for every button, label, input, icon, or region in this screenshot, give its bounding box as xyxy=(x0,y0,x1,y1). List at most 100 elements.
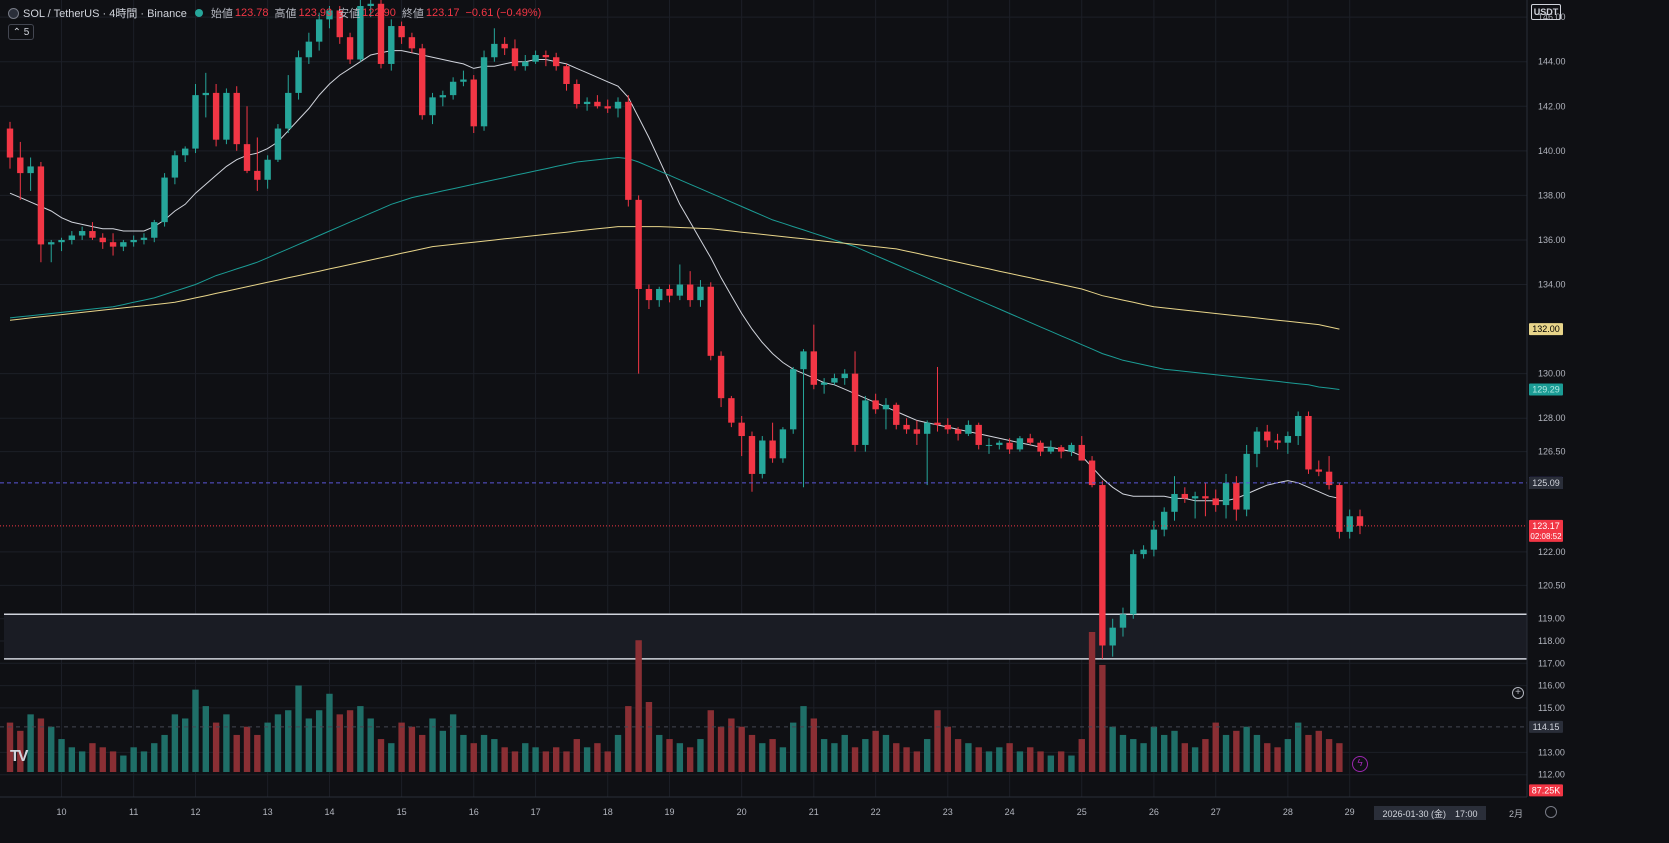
price-badge-bg xyxy=(1529,784,1563,797)
candle-body xyxy=(975,424,982,445)
volume-bar xyxy=(48,726,55,772)
symbol-title[interactable]: SOL / TetherUS · 4時間 · Binance xyxy=(23,8,187,20)
candle-body xyxy=(109,242,117,247)
volume-bar xyxy=(1243,726,1250,772)
price-badge-label: 125.09 xyxy=(1532,478,1560,488)
close-label: 終値 xyxy=(401,8,424,20)
volume-bar xyxy=(625,706,632,772)
volume-bar xyxy=(645,702,653,772)
candle-down xyxy=(336,6,343,44)
candle-body xyxy=(563,66,570,84)
lightning-icon[interactable]: ϟ xyxy=(1352,756,1368,772)
ma-short-line xyxy=(9,50,1340,502)
candle-up xyxy=(1068,442,1075,457)
candle-up xyxy=(583,97,591,111)
volume-bar xyxy=(1099,664,1106,772)
candle-down xyxy=(1078,436,1085,461)
volume-bar xyxy=(738,726,745,772)
candle-up xyxy=(1284,431,1292,454)
ma-mid-line xyxy=(9,156,1340,390)
candle-body xyxy=(1233,482,1240,510)
candle-body xyxy=(1057,447,1065,452)
volume-bar xyxy=(161,734,168,772)
time-tick-label: 27 xyxy=(1211,807,1221,817)
collapse-indicators-button[interactable]: ⌃ 5 xyxy=(8,24,34,40)
candle-body xyxy=(264,159,271,180)
time-tick-label: 24 xyxy=(1005,807,1015,817)
volume-bar xyxy=(790,722,797,772)
candle-up xyxy=(274,124,282,162)
plus-icon[interactable]: + xyxy=(1512,687,1524,699)
candle-body xyxy=(1212,498,1219,506)
candle-body xyxy=(759,440,766,474)
volume-bar xyxy=(99,747,106,772)
volume-bar xyxy=(707,710,714,772)
candle-body xyxy=(1274,440,1281,443)
candle-body xyxy=(388,26,395,64)
time-tick-label: 19 xyxy=(665,807,675,817)
candle-body xyxy=(1027,438,1034,443)
candle-body xyxy=(161,177,168,223)
candle-body xyxy=(913,429,921,434)
candle-body xyxy=(862,400,869,445)
candle-up xyxy=(965,420,972,437)
candle-body xyxy=(419,48,426,116)
candle-body xyxy=(893,404,900,425)
volume-bar xyxy=(1057,751,1065,772)
candle-body xyxy=(965,424,972,434)
candle-body xyxy=(1243,453,1250,510)
candle-body xyxy=(1202,496,1209,499)
candle-down xyxy=(109,233,117,256)
volume-bar xyxy=(934,710,941,772)
price-tick-label: 117.00 xyxy=(1538,658,1565,668)
candle-body xyxy=(243,144,251,171)
volume-bar xyxy=(573,739,580,772)
candle-down xyxy=(738,415,745,457)
tradingview-logo[interactable]: TV xyxy=(10,748,28,765)
currency-button[interactable]: USDT xyxy=(1531,4,1561,20)
candle-up xyxy=(202,72,209,118)
volume-bar xyxy=(635,640,642,772)
volume-bar xyxy=(295,685,302,772)
price-badge-bg xyxy=(1529,383,1563,396)
candle-up xyxy=(923,420,931,486)
candle-down xyxy=(511,39,519,71)
candle-body xyxy=(336,10,343,38)
candle-body xyxy=(604,106,611,109)
candle-body xyxy=(1047,447,1055,452)
gear-icon[interactable] xyxy=(1545,806,1557,818)
candle-body xyxy=(1181,493,1189,499)
candle-body xyxy=(738,422,745,437)
time-tick-label: 25 xyxy=(1077,807,1087,817)
time-tick-label: 12 xyxy=(190,807,200,817)
candle-down xyxy=(99,233,106,249)
volume-bar xyxy=(480,734,488,772)
candle-body xyxy=(1068,444,1075,452)
volume-bar xyxy=(254,734,261,772)
candle-up xyxy=(1243,444,1250,517)
change-value: −0.61 (−0.49%) xyxy=(465,7,542,19)
price-tick-label: 119.00 xyxy=(1538,614,1565,624)
price-badge: 87.25K xyxy=(1529,784,1563,797)
candle-body xyxy=(800,351,807,370)
candle-body xyxy=(872,400,879,410)
volume-bar xyxy=(975,747,982,772)
volume-bar xyxy=(326,693,333,772)
candle-down xyxy=(37,161,45,263)
price-badge-bg xyxy=(1529,477,1563,490)
candle-body xyxy=(346,37,354,60)
candle-up xyxy=(491,28,498,62)
candle-down xyxy=(398,21,405,44)
volume-bar xyxy=(748,734,756,772)
volume-bar xyxy=(37,718,45,772)
candle-body xyxy=(140,237,148,240)
volume-bar xyxy=(862,739,869,772)
candle-down xyxy=(1356,509,1364,535)
volume-bar xyxy=(1150,726,1158,772)
candle-body xyxy=(542,55,550,58)
candle-up xyxy=(388,19,395,71)
volume-bar xyxy=(1161,734,1168,772)
volume-bar xyxy=(285,710,292,772)
volume-bar xyxy=(398,722,405,772)
